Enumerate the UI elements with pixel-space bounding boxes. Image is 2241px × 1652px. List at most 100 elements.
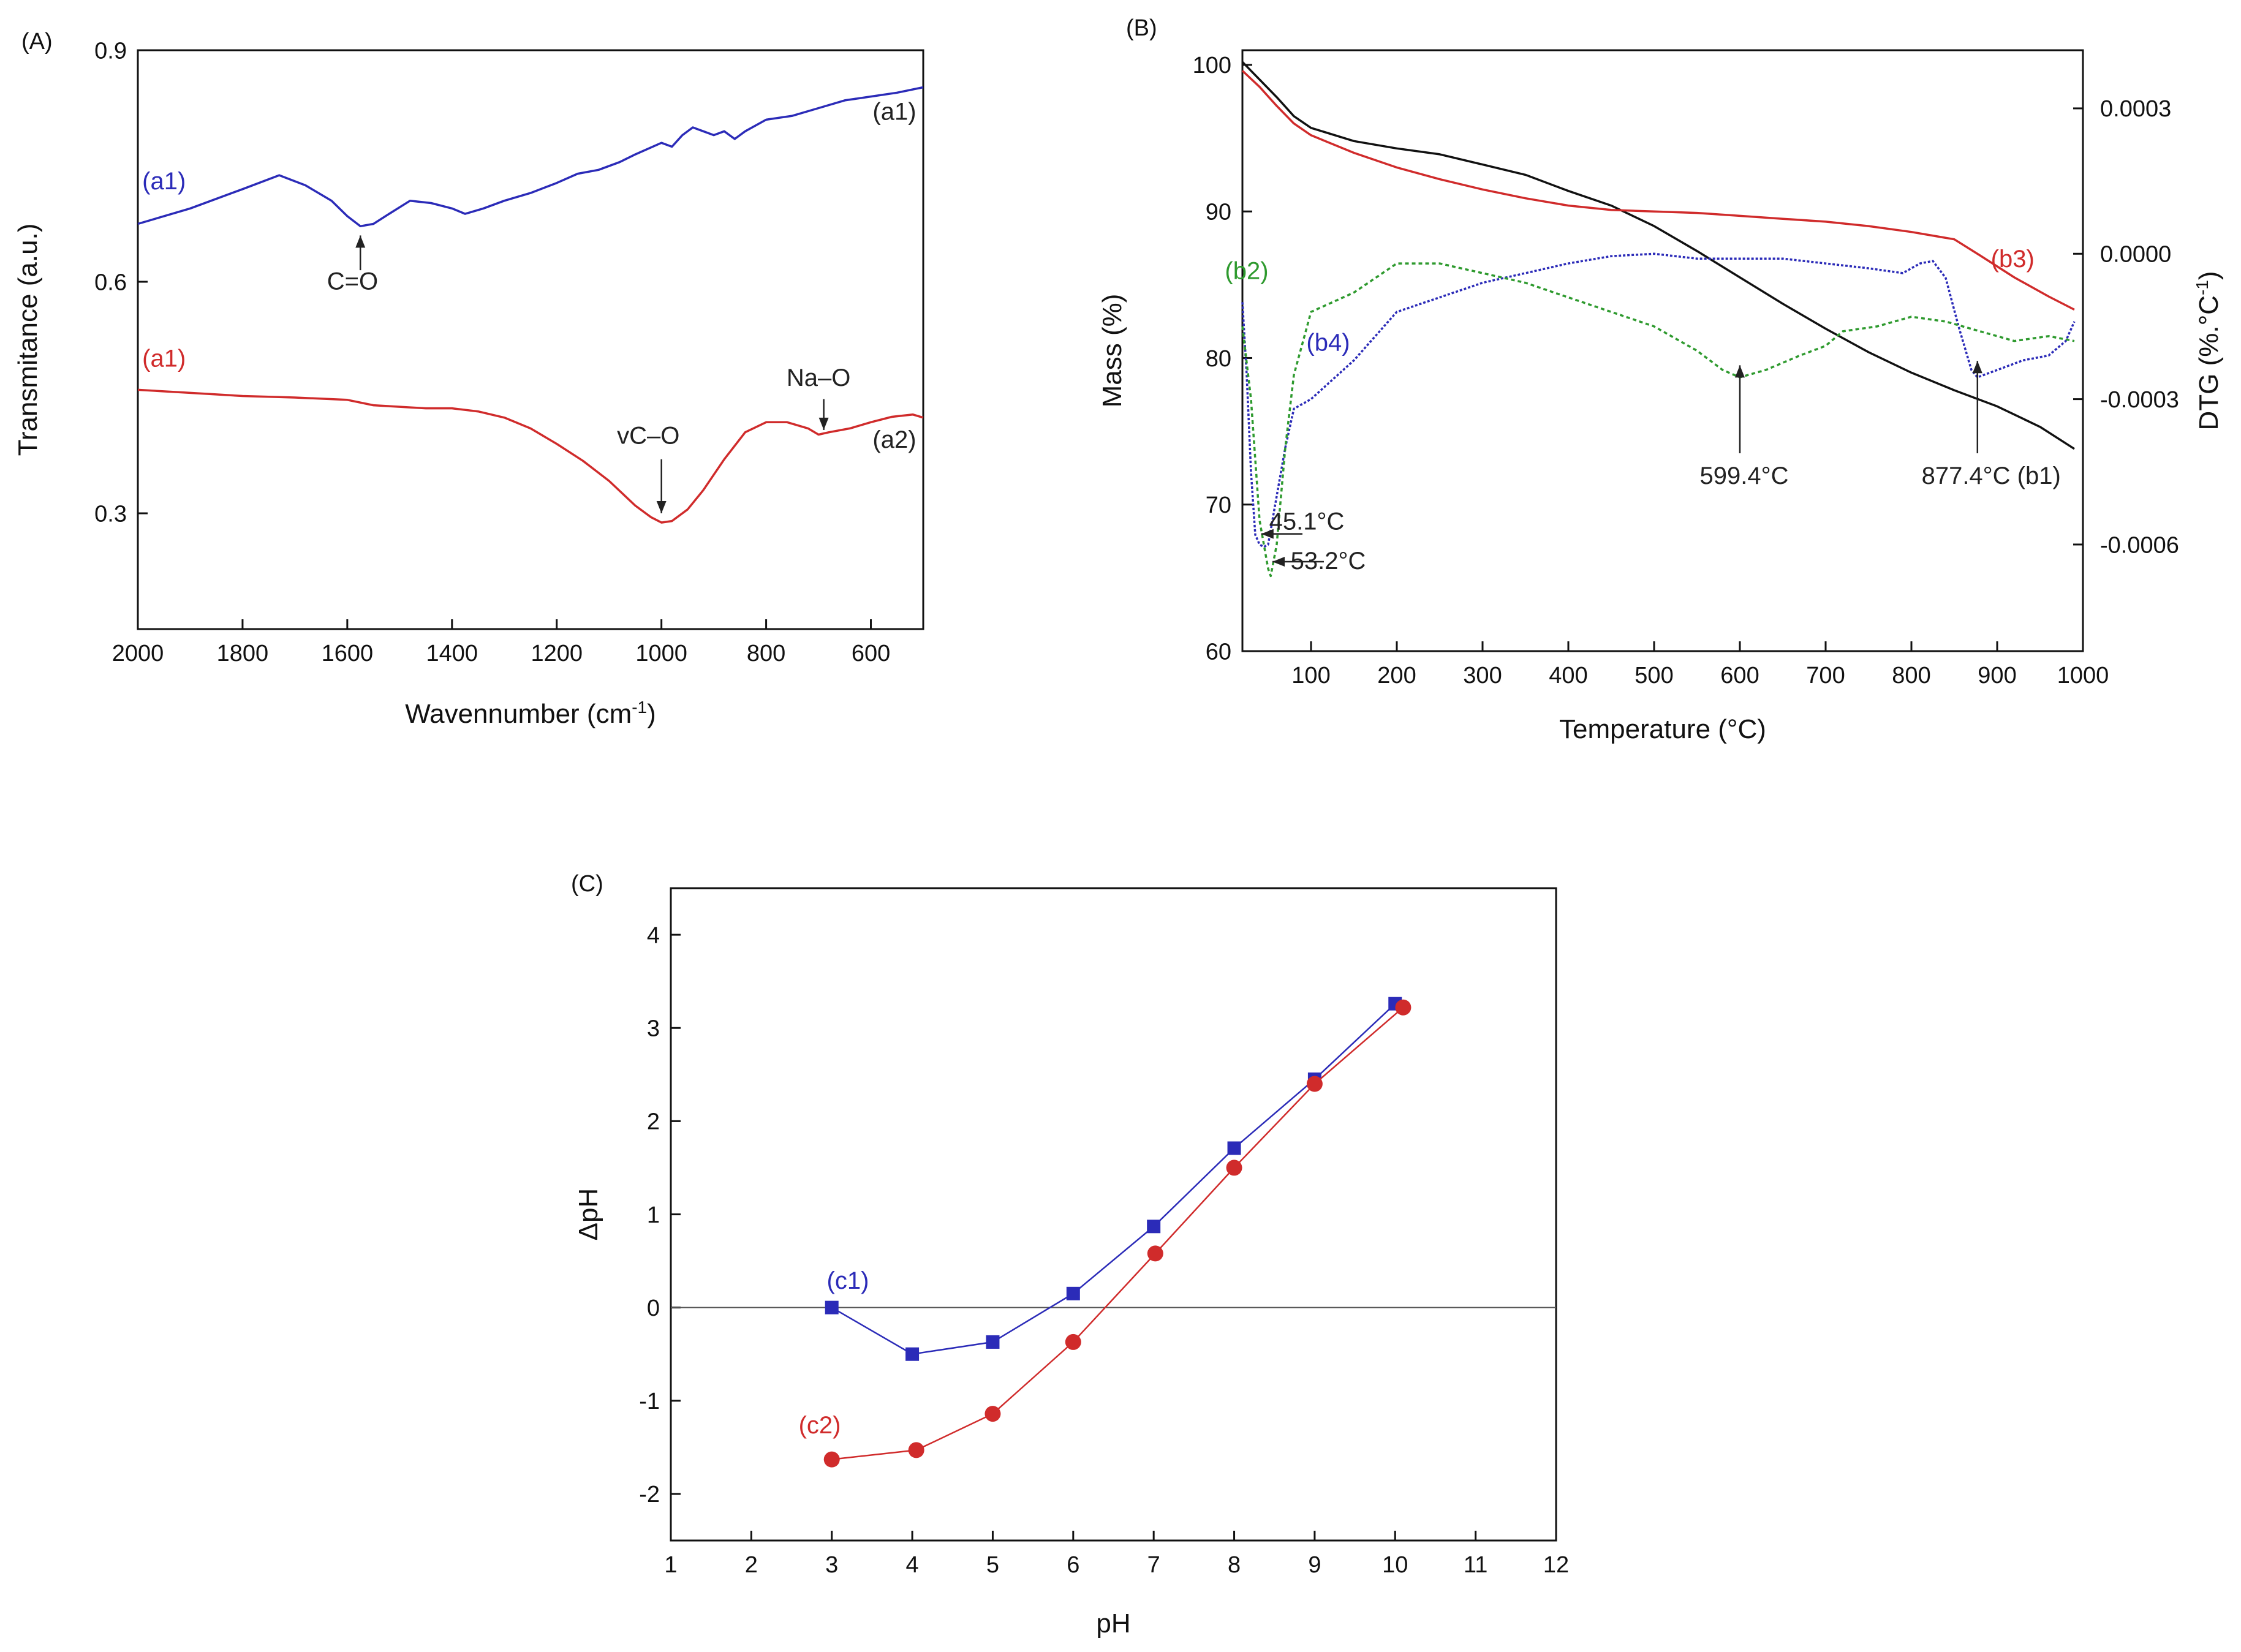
series-line-b2-dtg-green xyxy=(1241,262,2075,578)
x-tick-label-3: 4 xyxy=(906,1552,919,1578)
series-line-b3-mass-red xyxy=(1241,70,2075,311)
data-point-c2-red xyxy=(1065,1333,1081,1350)
y-tick-label-2: 90 xyxy=(1206,199,1231,225)
y-tick-label-1: 0.3 xyxy=(94,501,127,527)
y-axis-label-1: Transmitance (a.u.) xyxy=(13,224,43,456)
x-tick-label-3: 12 xyxy=(1543,1552,1569,1578)
plot-frame-3 xyxy=(670,887,1557,1542)
y2-tick-label: -0.0003 xyxy=(2100,387,2179,413)
x-tick-label-2: 1000 xyxy=(2057,663,2109,688)
x-axis-label-2: Temperature (°C) xyxy=(1559,714,1766,744)
data-point-c2-red xyxy=(984,1406,1001,1422)
y-tick-label-2: 70 xyxy=(1206,492,1231,518)
x-tick-label-1: 1200 xyxy=(531,641,583,666)
x-tick-label-3: 1 xyxy=(664,1552,677,1578)
arrow-vc-o-head xyxy=(656,501,667,513)
arrow-c-o-head xyxy=(355,235,366,248)
y-tick-label-3: 2 xyxy=(647,1109,660,1135)
plot-frame-2 xyxy=(1241,49,2084,652)
data-point-c1-blue xyxy=(825,1300,839,1314)
x-tick-label-2: 900 xyxy=(1978,663,2016,688)
x-tick-label-3: 2 xyxy=(745,1552,758,1578)
series-line-b1-mass-black xyxy=(1241,61,2075,450)
y-tick-label-3: 1 xyxy=(647,1202,660,1228)
data-point-c2-red xyxy=(823,1451,840,1468)
y-tick-label-3: 4 xyxy=(647,922,660,948)
y-tick-label-1: 0.6 xyxy=(94,270,127,295)
y2-tick-label: 0.0000 xyxy=(2100,242,2171,268)
x-tick-label-3: 3 xyxy=(825,1552,838,1578)
data-point-c2-red xyxy=(1395,999,1411,1016)
arrow-45-head xyxy=(1261,529,1274,539)
series-line-b4-dtg-blue xyxy=(1241,252,2076,548)
y-tick-label-2: 100 xyxy=(1193,53,1231,78)
y-tick-label-3: -1 xyxy=(639,1389,660,1414)
panel-label-3: (C) xyxy=(571,871,603,897)
x-tick-label-1: 600 xyxy=(852,641,890,666)
x-tick-label-1: 2000 xyxy=(112,641,164,666)
annotation-t-877: 877.4°C (b1) xyxy=(1922,462,2061,489)
y-tick-label-3: -2 xyxy=(639,1482,660,1507)
arrow-na-o-head xyxy=(818,417,829,430)
annotation-a1-blue-left: (a1) xyxy=(142,168,186,195)
data-point-c1-blue xyxy=(986,1335,1000,1349)
y2-tick-label: 0.0003 xyxy=(2100,96,2171,122)
annotation-a2-red-right: (a2) xyxy=(872,426,916,453)
y-axis-label-3: ΔpH xyxy=(573,1188,603,1241)
arrow-599-head xyxy=(1735,365,1745,378)
x-tick-label-2: 400 xyxy=(1549,663,1587,688)
annotation-a1-blue-right: (a1) xyxy=(872,98,916,125)
panel-label-2: (B) xyxy=(1126,15,1157,41)
data-point-c2-red xyxy=(1226,1160,1242,1176)
series-line-a2-red xyxy=(137,388,924,524)
arrow-877-head xyxy=(1972,361,1982,374)
x-tick-label-2: 500 xyxy=(1634,663,1673,688)
y-axis-label-2: Mass (%) xyxy=(1097,294,1127,408)
y-tick-label-3: 3 xyxy=(647,1016,660,1042)
x-tick-label-3: 9 xyxy=(1308,1552,1321,1578)
x-tick-label-2: 700 xyxy=(1806,663,1845,688)
x-tick-label-2: 800 xyxy=(1892,663,1930,688)
annotation-t-599: 599.4°C xyxy=(1700,462,1789,489)
data-point-c2-red xyxy=(1306,1076,1323,1092)
data-point-c2-red xyxy=(1147,1245,1163,1262)
annotation-t-45: 45.1°C xyxy=(1269,508,1345,535)
series-line-a1-blue xyxy=(137,86,924,228)
x-axis-label-1: Wavennumber (cm-1) xyxy=(405,698,656,729)
chart-panel-1: 2000 1800 1600 1400 1200 1000 800 600 0.3 0.6 0.9 (… xyxy=(13,29,924,729)
x-tick-label-1: 1400 xyxy=(426,641,478,666)
plot-frame-1 xyxy=(137,49,924,630)
y-tick-label-1: 0.9 xyxy=(94,38,127,64)
y-tick-label-2: 80 xyxy=(1206,346,1231,372)
data-point-c1-blue xyxy=(1066,1286,1080,1300)
annotation-b2-label: (b2) xyxy=(1225,257,1268,284)
x-tick-label-3: 5 xyxy=(986,1552,999,1578)
y2-axis-label: DTG (%.°C-1) xyxy=(2193,271,2224,430)
x-tick-label-2: 200 xyxy=(1377,663,1416,688)
arrow-53-head xyxy=(1272,557,1285,567)
data-point-c1-blue xyxy=(905,1347,920,1361)
annotation-a1-red-left: (a1) xyxy=(142,345,186,372)
series-line-c2-red xyxy=(831,1006,1404,1460)
data-point-c1-blue xyxy=(1227,1141,1241,1155)
x-tick-label-1: 1800 xyxy=(217,641,269,666)
y2-tick-label: -0.0006 xyxy=(2100,532,2179,558)
x-tick-label-2: 100 xyxy=(1291,663,1330,688)
chart-panel-2: 100 200 300 400 500 600 700 800 900 1000 60 70 80 90 1… xyxy=(1097,15,2224,744)
x-tick-label-2: 600 xyxy=(1720,663,1759,688)
x-tick-label-3: 6 xyxy=(1067,1552,1079,1578)
x-axis-label-3: pH xyxy=(1096,1609,1130,1639)
annotation-vc-o: vC–O xyxy=(617,423,679,450)
data-point-c1-blue xyxy=(1147,1220,1161,1234)
annotation-c-o: C=O xyxy=(327,268,378,295)
annotation-b4-label: (b4) xyxy=(1306,330,1350,356)
x-tick-label-3: 7 xyxy=(1147,1552,1160,1578)
y-tick-label-3: 0 xyxy=(647,1296,660,1321)
x-tick-label-1: 1000 xyxy=(635,641,687,666)
x-tick-label-2: 300 xyxy=(1463,663,1502,688)
panel-label-1: (A) xyxy=(21,29,53,55)
series-line-c1-blue xyxy=(831,1003,1396,1356)
annotation-c1-label: (c1) xyxy=(827,1267,869,1294)
